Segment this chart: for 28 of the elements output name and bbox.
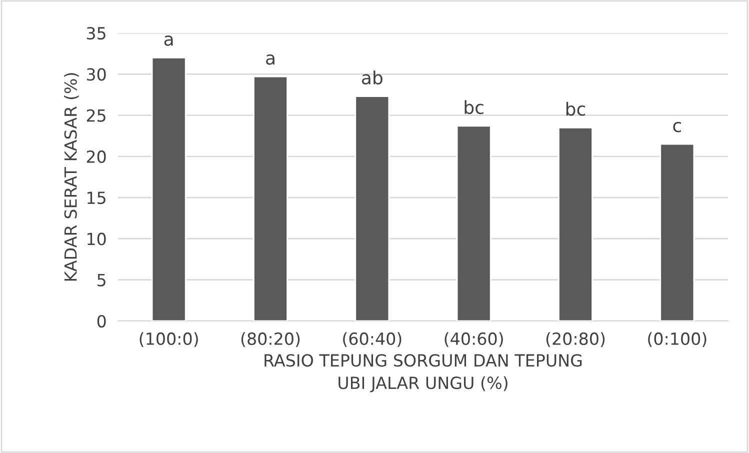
x-tick-label: (40:60): [444, 332, 503, 347]
annotation: bc: [464, 100, 484, 114]
y-tick-label: 25: [86, 109, 106, 122]
x-tick-label: (100:0): [140, 332, 198, 347]
x-tick-label: (20:80): [546, 332, 605, 347]
y-tick-label: 30: [86, 68, 106, 81]
x-tick-label: (80:20): [241, 332, 300, 347]
y-tick-label: 35: [86, 26, 106, 40]
x-tick-label: (60:40): [343, 332, 402, 347]
annotation: a: [266, 54, 274, 65]
y-tick-label: 15: [88, 192, 106, 204]
annotation: c: [673, 122, 682, 132]
bar: [253, 76, 288, 321]
y-tick-label: 10: [88, 232, 106, 246]
bar: [660, 143, 695, 321]
y-axis-title: KADAR SERAT KASAR (%): [64, 73, 79, 281]
y-tick-label: 5: [98, 274, 106, 286]
bar: [151, 56, 186, 321]
bar: [558, 126, 593, 321]
x-tick-label: (0:100): [648, 332, 706, 347]
bar: [354, 96, 390, 321]
annotation: ab: [362, 70, 382, 85]
x-axis-title: RASIO TEPUNG SORGUM DAN TEPUNG UBI JALAR UNGU (%): [264, 354, 582, 392]
annotation: a: [164, 35, 173, 46]
y-tick-label: 20: [86, 150, 106, 163]
y-tick-label: 0: [97, 314, 106, 328]
bar: [456, 125, 492, 321]
annotation: bc: [566, 102, 586, 116]
